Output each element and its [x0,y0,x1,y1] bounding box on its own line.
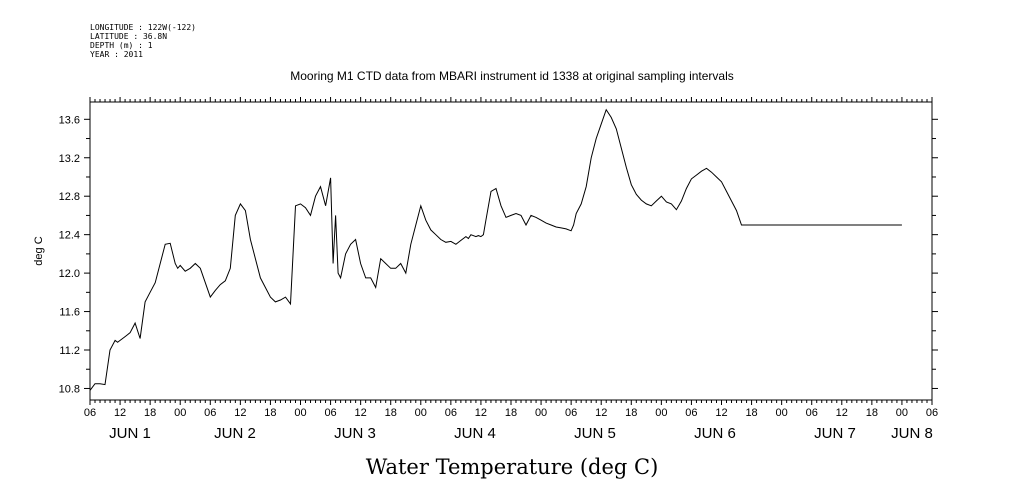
x-axis-title: Water Temperature (deg C) [366,455,659,479]
y-axis: 10.8 11.2 11.6 12.0 12.4 12.8 13.2 13.6 [59,114,938,395]
x-hour-tick-label: 12 [475,407,487,419]
latitude-text: LATITUDE : 36.8N [90,32,167,41]
x-hour-tick-label: 06 [324,407,336,419]
x-hour-tick-label: 12 [234,407,246,419]
x-hour-tick-label: 00 [896,407,908,419]
x-hour-tick-label: 00 [535,407,547,419]
y-tick-label: 12.0 [59,268,80,280]
x-hour-tick-label: 06 [806,407,818,419]
series-line-water-temperature [89,108,902,391]
x-hour-tick-label: 18 [144,407,156,419]
x-day-label: JUN 5 [574,425,616,442]
x-hour-tick-label: 00 [776,407,788,419]
x-hour-tick-label: 06 [685,407,697,419]
x-hour-tick-label: 00 [294,407,306,419]
x-hour-tick-label: 18 [505,407,517,419]
x-day-label: JUN 1 [109,425,151,442]
x-hour-tick-label: 18 [866,407,878,419]
x-day-label: JUN 2 [214,425,256,442]
x-hour-tick-label: 06 [84,407,96,419]
x-hour-tick-label: 06 [204,407,216,419]
x-axis: 06 12 18 00 06 12 18 00 06 12 18 00 06 12 18 00 06 12 18 00… [84,407,938,442]
year-text: YEAR : 2011 [90,50,143,59]
x-day-label: JUN 3 [334,425,376,442]
x-hour-tick-label: 12 [114,407,126,419]
x-day-label: JUN 7 [814,425,856,442]
y-tick-label: 12.4 [59,230,80,242]
x-hour-tick-label: 00 [655,407,667,419]
x-hour-tick-label: 12 [595,407,607,419]
minor-ticks [89,97,933,405]
y-axis-label: deg C [33,236,45,265]
x-hour-tick-label: 12 [355,407,367,419]
x-hour-tick-label: 06 [445,407,457,419]
y-tick-label: 13.6 [59,114,80,126]
y-tick-label: 12.8 [59,191,80,203]
x-hour-tick-label: 18 [385,407,397,419]
y-tick-label: 11.2 [59,345,80,357]
x-hour-tick-label: 06 [926,407,938,419]
chart-title: Mooring M1 CTD data from MBARI instrumen… [290,69,734,83]
y-tick-label: 13.2 [59,153,80,165]
longitude-text: LONGITUDE : 122W(-122) [90,23,196,32]
x-day-label: JUN 8 [891,425,933,442]
x-hour-tick-label: 12 [715,407,727,419]
x-hour-tick-label: 18 [745,407,757,419]
x-day-label: JUN 4 [454,425,496,442]
plot-frame [89,101,933,401]
depth-text: DEPTH (m) : 1 [90,41,153,50]
x-hour-tick-label: 06 [565,407,577,419]
x-hour-tick-label: 00 [174,407,186,419]
y-tick-label: 10.8 [59,383,80,395]
x-hour-tick-label: 00 [415,407,427,419]
x-hour-tick-label: 18 [625,407,637,419]
x-hour-tick-label: 18 [264,407,276,419]
x-hour-tick-label: 12 [836,407,848,419]
x-day-label: JUN 6 [694,425,736,442]
y-tick-label: 11.6 [59,307,80,319]
